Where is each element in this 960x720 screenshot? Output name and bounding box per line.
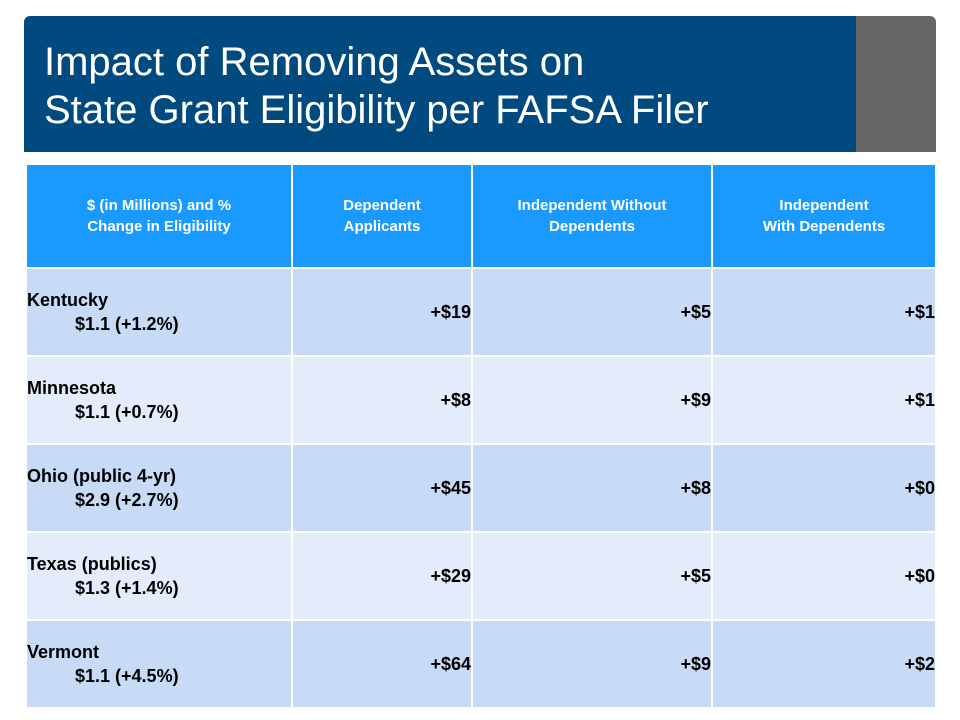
table-row: Texas (publics) $1.3 (+1.4%) +$29 +$5 +$… [25, 531, 937, 621]
column-header-dependent: Dependent Applicants [291, 163, 473, 269]
independent-with-value: +$1 [711, 267, 937, 357]
state-name: Minnesota [27, 378, 117, 398]
state-name: Ohio (public 4-yr) [27, 466, 177, 486]
column-header-independent-without: Independent Without Dependents [471, 163, 713, 269]
independent-without-value: +$8 [471, 443, 713, 533]
page-title: Impact of Removing Assets on State Grant… [44, 38, 709, 134]
title-line-2: State Grant Eligibility per FAFSA Filer [44, 88, 709, 132]
table-row: Vermont $1.1 (+4.5%) +$64 +$9 +$2 [25, 619, 937, 709]
column-header-line: Applicants [343, 218, 421, 235]
independent-without-value: +$5 [471, 531, 713, 621]
column-header-line: Dependent [343, 197, 421, 214]
column-header-line: Change in Eligibility [87, 218, 231, 235]
state-cell: Texas (publics) $1.3 (+1.4%) [25, 531, 293, 621]
state-cell: Ohio (public 4-yr) $2.9 (+2.7%) [25, 443, 293, 533]
column-header-line: Independent Without [517, 197, 667, 214]
dependent-value: +$8 [291, 355, 473, 445]
title-bar: Impact of Removing Assets on State Grant… [24, 16, 856, 152]
state-change: $1.1 (+4.5%) [75, 666, 179, 686]
eligibility-table: $ (in Millions) and % Change in Eligibil… [25, 163, 937, 709]
state-cell: Kentucky $1.1 (+1.2%) [25, 267, 293, 357]
state-change: $1.1 (+1.2%) [75, 314, 179, 334]
state-name: Kentucky [27, 290, 109, 310]
table-row: Kentucky $1.1 (+1.2%) +$19 +$5 +$1 [25, 267, 937, 357]
independent-with-value: +$1 [711, 355, 937, 445]
table-row: Minnesota $1.1 (+0.7%) +$8 +$9 +$1 [25, 355, 937, 445]
state-name: Vermont [27, 642, 100, 662]
title-side-block [856, 16, 936, 152]
dependent-value: +$19 [291, 267, 473, 357]
title-line-1: Impact of Removing Assets on [44, 40, 585, 84]
state-name: Texas (publics) [27, 554, 157, 574]
table-header-row: $ (in Millions) and % Change in Eligibil… [25, 163, 937, 269]
state-change: $2.9 (+2.7%) [75, 490, 179, 510]
dependent-value: +$64 [291, 619, 473, 709]
state-change: $1.3 (+1.4%) [75, 578, 179, 598]
state-cell: Vermont $1.1 (+4.5%) [25, 619, 293, 709]
dependent-value: +$45 [291, 443, 473, 533]
independent-with-value: +$2 [711, 619, 937, 709]
independent-without-value: +$5 [471, 267, 713, 357]
table-row: Ohio (public 4-yr) $2.9 (+2.7%) +$45 +$8… [25, 443, 937, 533]
column-header-line: With Dependents [762, 218, 886, 235]
column-header-line: $ (in Millions) and % [86, 197, 232, 214]
independent-without-value: +$9 [471, 355, 713, 445]
column-header-line: Independent [779, 197, 869, 214]
independent-with-value: +$0 [711, 443, 937, 533]
column-header-change: $ (in Millions) and % Change in Eligibil… [25, 163, 293, 269]
column-header-independent-with: Independent With Dependents [711, 163, 937, 269]
dependent-value: +$29 [291, 531, 473, 621]
column-header-line: Dependents [549, 218, 635, 235]
state-change: $1.1 (+0.7%) [75, 402, 179, 422]
independent-without-value: +$9 [471, 619, 713, 709]
state-cell: Minnesota $1.1 (+0.7%) [25, 355, 293, 445]
independent-with-value: +$0 [711, 531, 937, 621]
